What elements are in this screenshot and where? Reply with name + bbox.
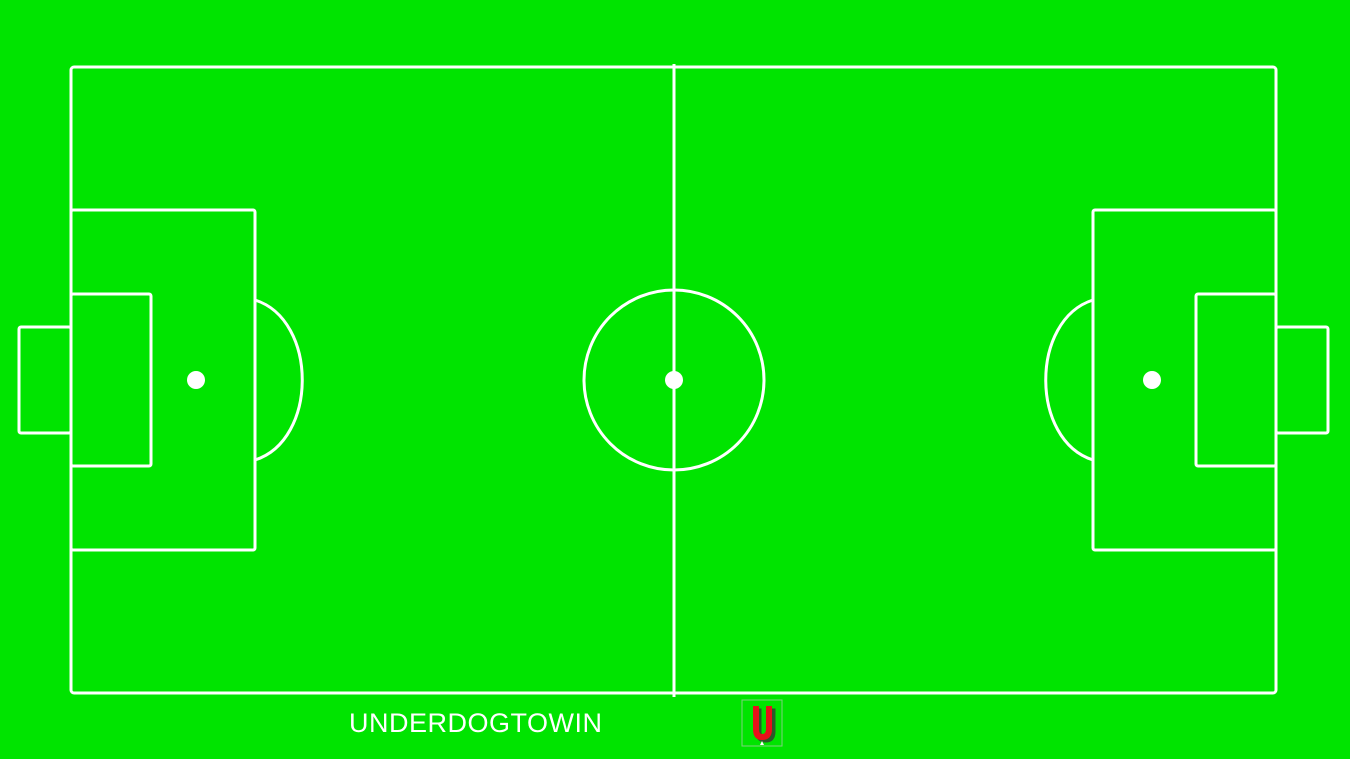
- right-goal-area: [1194, 292, 1278, 468]
- left-goal-area: [69, 292, 153, 468]
- left-penalty-spot: [187, 371, 205, 389]
- right-penalty-spot: [1143, 371, 1161, 389]
- center-circle: [582, 288, 766, 472]
- left-penalty-arc: [254, 298, 304, 462]
- underdogtowin-u-logo-icon[interactable]: [741, 699, 783, 747]
- left-goal: [17, 325, 73, 435]
- center-spot: [665, 371, 683, 389]
- right-goal: [1274, 325, 1330, 435]
- right-penalty-arc: [1044, 298, 1094, 462]
- brand-name: UNDERDOGTOWIN: [349, 708, 603, 738]
- left-penalty-area: [69, 208, 257, 552]
- right-penalty-area: [1091, 208, 1278, 552]
